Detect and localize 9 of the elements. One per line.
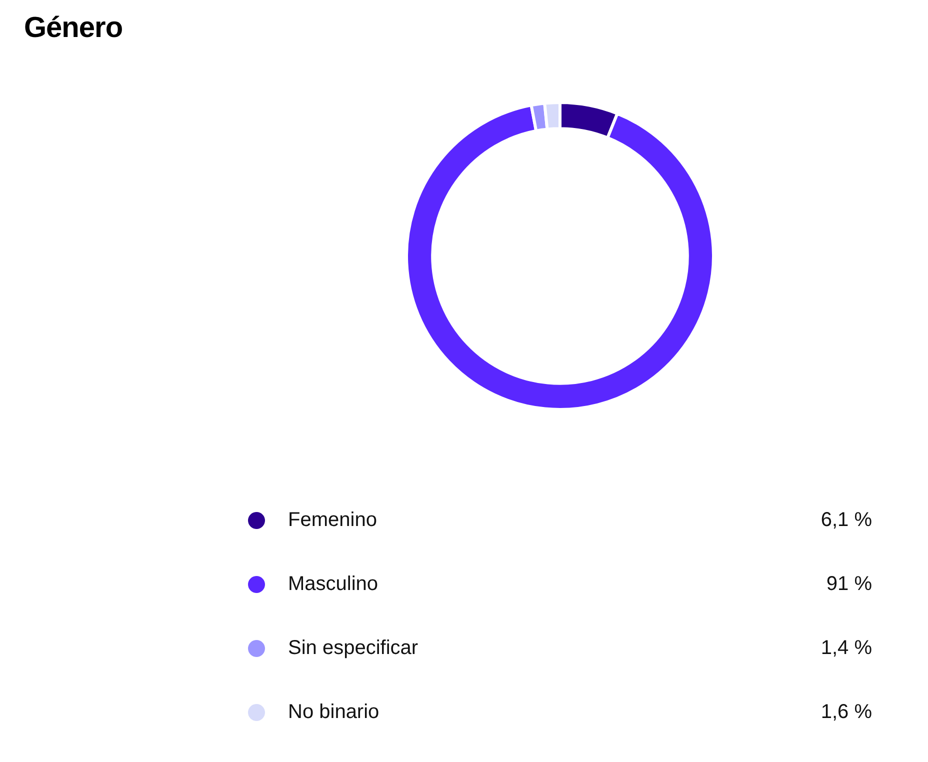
chart-title: Género — [24, 12, 123, 45]
data-label: 1,6 % — [820, 700, 872, 724]
data-label: 6,1 % — [820, 508, 872, 532]
legend-label: Femenino — [288, 508, 378, 532]
data-label: 1,4 % — [820, 636, 872, 660]
legend-label: Masculino — [288, 572, 380, 596]
legend-label: Sin especificar — [288, 636, 420, 660]
legend-label: No binario — [288, 700, 380, 724]
data-label: 91 % — [826, 572, 872, 596]
